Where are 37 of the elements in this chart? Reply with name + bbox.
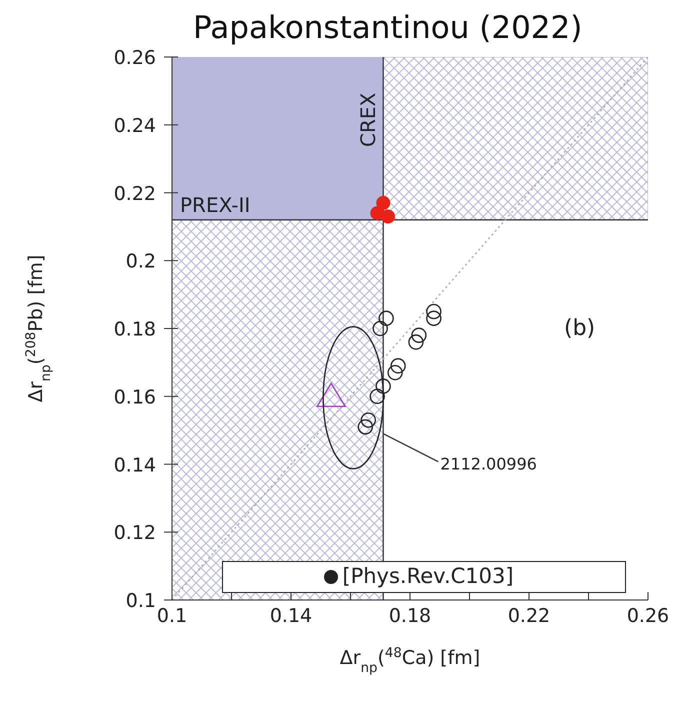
point [360,412,376,428]
x-tick-label: 0.26 [626,605,670,627]
point [370,388,385,404]
chart-title: Papakonstantinou (2022) [193,10,582,46]
y-tick-label: 0.1 [126,590,156,612]
y-tick-label: 0.12 [114,522,156,544]
y-tick-label: 0.14 [114,454,156,476]
x-tick-label: 0.22 [508,605,550,627]
point [376,196,390,210]
legend-label: [Phys.Rev.C103] [342,564,514,588]
y-tick-label: 0.24 [114,114,156,137]
point [426,304,442,320]
point [372,320,388,336]
band-label: CREX [356,92,380,147]
x-tick-label: 0.14 [270,605,312,627]
x-tick-label: 0.1 [156,605,188,627]
band-label: PREX-II [180,192,250,217]
point [426,310,442,326]
point [408,334,424,350]
x-axis-title: Δr$_{np}$($^{48}$Ca) [fm] [340,646,480,676]
point [378,310,394,326]
y-tick-label: 0.18 [114,318,156,340]
y-tick-label: 0.16 [114,386,156,408]
point [390,358,406,374]
point [370,206,384,220]
y-tick-label: 0.22 [114,182,156,205]
point [380,210,395,224]
point [387,364,403,380]
annotation: (b) [564,316,596,341]
y-tick-label: 0.26 [114,47,156,69]
point [411,328,427,343]
annotation: 2112.00996 [440,454,537,474]
point [316,382,346,408]
point [376,378,391,394]
x-tick-label: 0.18 [388,605,432,627]
y-tick-label: 0.2 [126,250,156,273]
point [358,419,374,435]
